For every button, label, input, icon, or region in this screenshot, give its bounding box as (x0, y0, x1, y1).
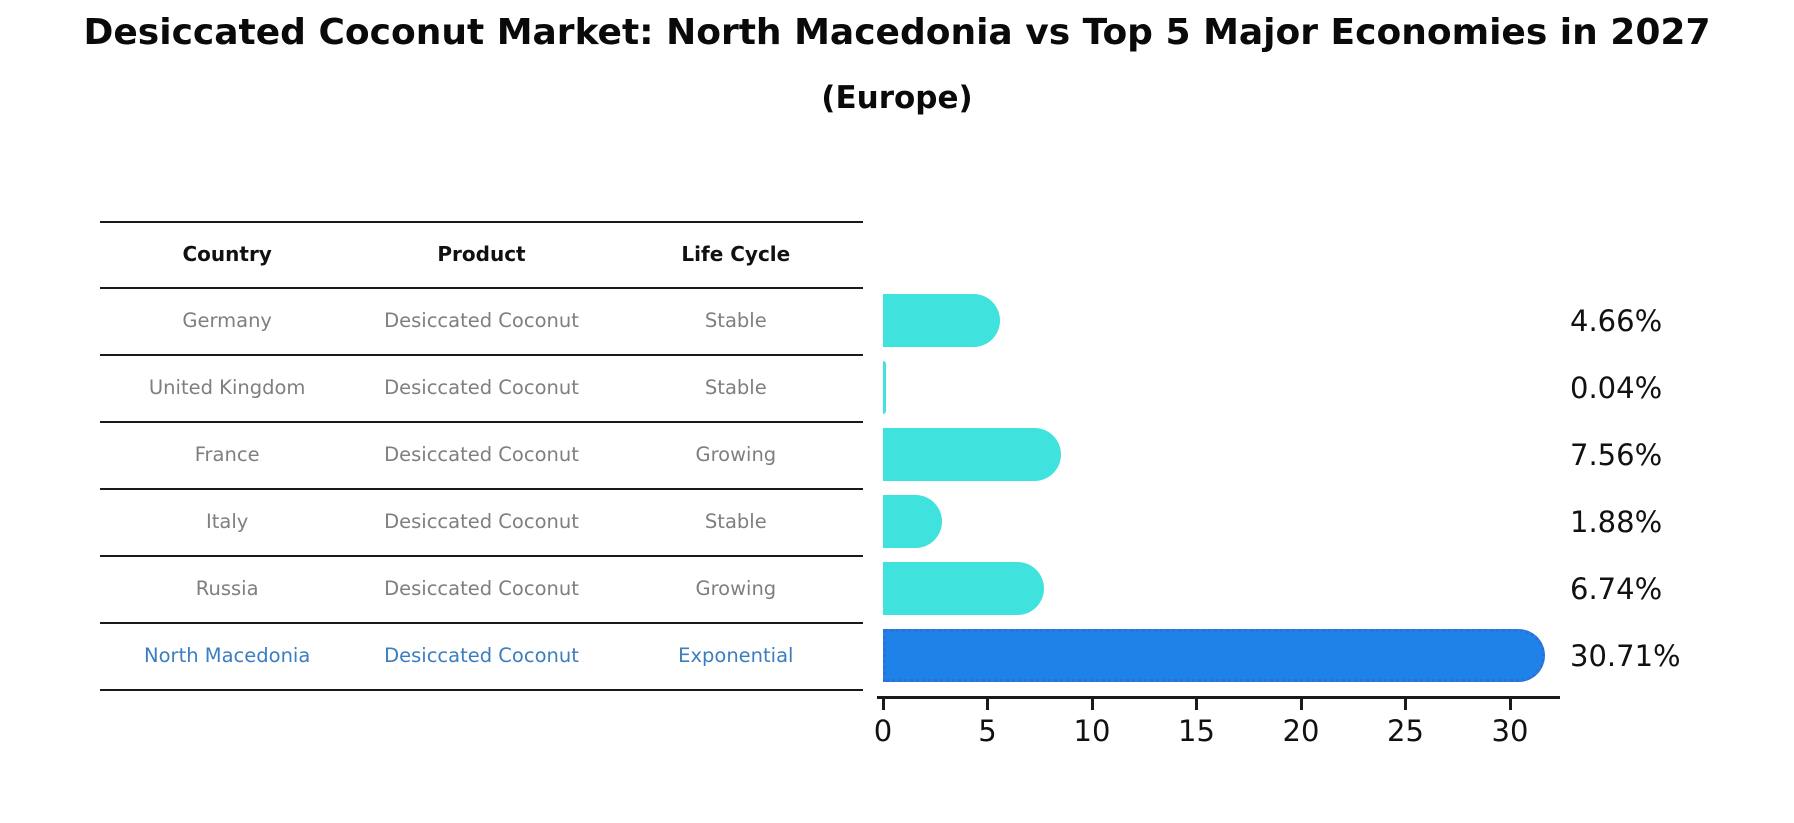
table-row: United Kingdom Desiccated Coconut Stable (100, 354, 863, 421)
page-title: Desiccated Coconut Market: North Macedon… (83, 12, 1711, 53)
country-cell: Russia (195, 577, 259, 600)
life-cycle-cell: Stable (704, 510, 767, 533)
x-tick-label: 10 (1073, 714, 1111, 748)
value-label: 30.71% (1570, 638, 1681, 673)
x-tick-label: 30 (1491, 714, 1529, 748)
table-rule (100, 689, 863, 691)
table-rule (100, 221, 863, 223)
x-axis-tick (1299, 696, 1303, 710)
market-table: Country Product Life Cycle Germany Desiccate… (100, 221, 863, 691)
table-row: North Macedonia Desiccated Coconut Exponen… (100, 622, 863, 689)
country-cell: North Macedonia (144, 644, 311, 667)
bar-north-macedonia (883, 629, 1545, 682)
table-rule (100, 421, 863, 423)
product-cell: Desiccated Coconut (384, 577, 579, 600)
table-header-row: Country Product Life Cycle (100, 221, 863, 287)
x-axis-tick (1404, 696, 1407, 710)
bar-france (883, 428, 1061, 481)
product-cell: Desiccated Coconut (384, 309, 579, 332)
product-cell: Desiccated Coconut (384, 443, 579, 466)
x-axis-tick (1508, 696, 1512, 710)
country-cell: France (194, 443, 260, 466)
table-rule (100, 555, 863, 557)
column-header: Product (437, 242, 526, 266)
value-label: 1.88% (1570, 504, 1663, 539)
x-axis-tick (986, 696, 989, 710)
table-rule (100, 488, 863, 490)
value-label: 7.56% (1570, 437, 1663, 472)
table-row: France Desiccated Coconut Growing (100, 421, 863, 488)
value-label: 6.74% (1570, 571, 1663, 606)
x-tick-label: 25 (1387, 714, 1424, 748)
table-rule (100, 354, 863, 356)
page-subtitle: (Europe) (821, 80, 973, 116)
value-label: 0.04% (1570, 370, 1663, 405)
country-cell: Italy (206, 510, 249, 533)
column-header: Country (182, 242, 272, 266)
product-cell: Desiccated Coconut (384, 376, 579, 399)
product-cell: Desiccated Coconut (384, 510, 579, 533)
life-cycle-cell: Stable (704, 376, 767, 399)
life-cycle-cell: Stable (704, 309, 767, 332)
x-tick-label: 5 (978, 714, 997, 748)
product-cell: Desiccated Coconut (384, 644, 579, 667)
life-cycle-cell: Growing (695, 443, 777, 466)
value-label: 4.66% (1570, 303, 1663, 338)
bar-italy (883, 495, 943, 548)
x-tick-label: 20 (1282, 714, 1320, 748)
table-row: Russia Desiccated Coconut Growing (100, 555, 863, 622)
life-cycle-cell: Exponential (678, 644, 794, 667)
bar-germany (883, 294, 1001, 347)
x-tick-label: 15 (1178, 714, 1215, 748)
x-tick-label: 0 (873, 714, 893, 748)
country-cell: Germany (182, 309, 272, 332)
x-axis-tick (1195, 696, 1198, 710)
table-rule (100, 287, 863, 289)
table-row: Italy Desiccated Coconut Stable (100, 488, 863, 555)
x-axis-tick (881, 696, 885, 710)
bar-united-kingdom (883, 361, 886, 414)
x-axis-tick (1090, 696, 1094, 710)
table-rule (100, 622, 863, 624)
x-axis-line (877, 696, 1560, 699)
bar-russia (883, 562, 1044, 615)
life-cycle-cell: Growing (695, 577, 777, 600)
column-header: Life Cycle (681, 242, 791, 266)
table-row: Germany Desiccated Coconut Stable (100, 287, 863, 354)
country-cell: United Kingdom (148, 376, 306, 399)
